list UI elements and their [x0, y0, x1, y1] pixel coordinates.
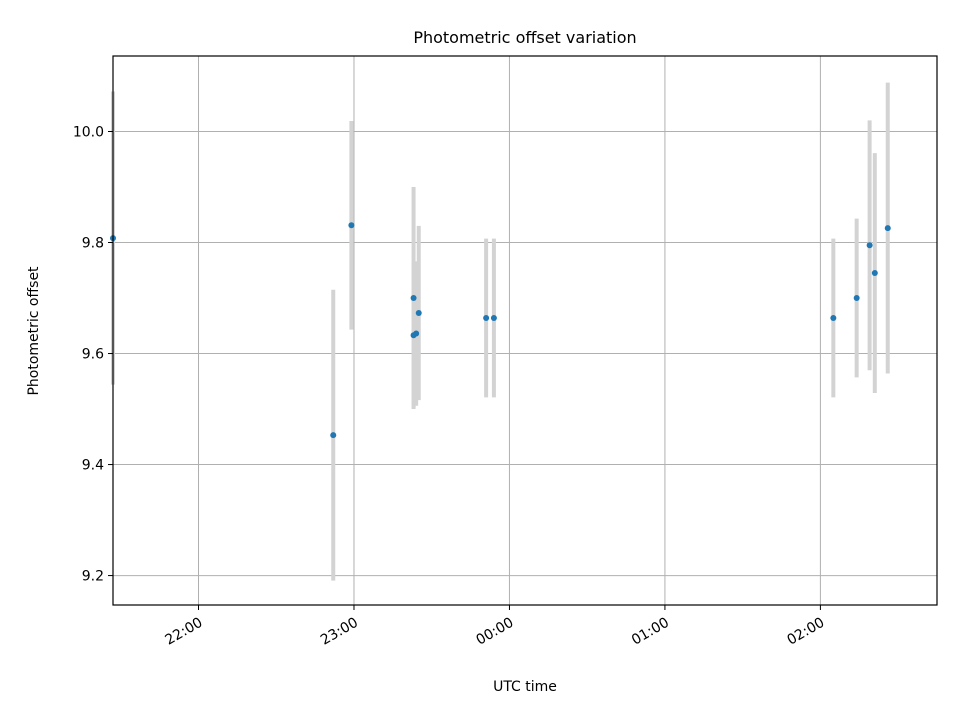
x-tick-label: 00:00 [474, 615, 517, 649]
x-tick-label: 22:00 [163, 615, 206, 649]
y-tick-label: 9.6 [82, 347, 104, 363]
plot-frame [112, 55, 938, 606]
data-point [866, 242, 873, 249]
data-point [348, 222, 355, 229]
data-point [413, 330, 420, 337]
y-axis-label: Photometric offset [26, 266, 42, 396]
data-point [483, 315, 490, 322]
x-tick-label: 01:00 [629, 615, 672, 649]
x-axis-label: UTC time [493, 679, 557, 695]
x-axis-ticks: 22:00 23:00 00:00 01:00 02:00 [163, 605, 827, 649]
data-point [884, 225, 891, 232]
data-point [830, 315, 837, 322]
data-point [415, 310, 422, 317]
data-point [330, 432, 337, 439]
data-point [490, 315, 497, 322]
error-bars [111, 82, 890, 581]
y-tick-label: 10.0 [73, 124, 104, 140]
chart-title: Photometric offset variation [413, 28, 636, 47]
data-point [410, 295, 417, 302]
x-tick-label: 02:00 [784, 615, 827, 649]
y-tick-label: 9.2 [82, 569, 104, 585]
y-tick-label: 9.4 [82, 458, 104, 474]
grid-lines [113, 56, 937, 605]
y-axis-ticks: 9.2 9.4 9.6 9.8 10.0 [73, 124, 113, 585]
data-point [871, 270, 878, 277]
y-tick-label: 9.8 [82, 236, 104, 252]
x-tick-label: 23:00 [318, 615, 361, 649]
data-points [110, 222, 891, 439]
data-point [853, 295, 860, 302]
